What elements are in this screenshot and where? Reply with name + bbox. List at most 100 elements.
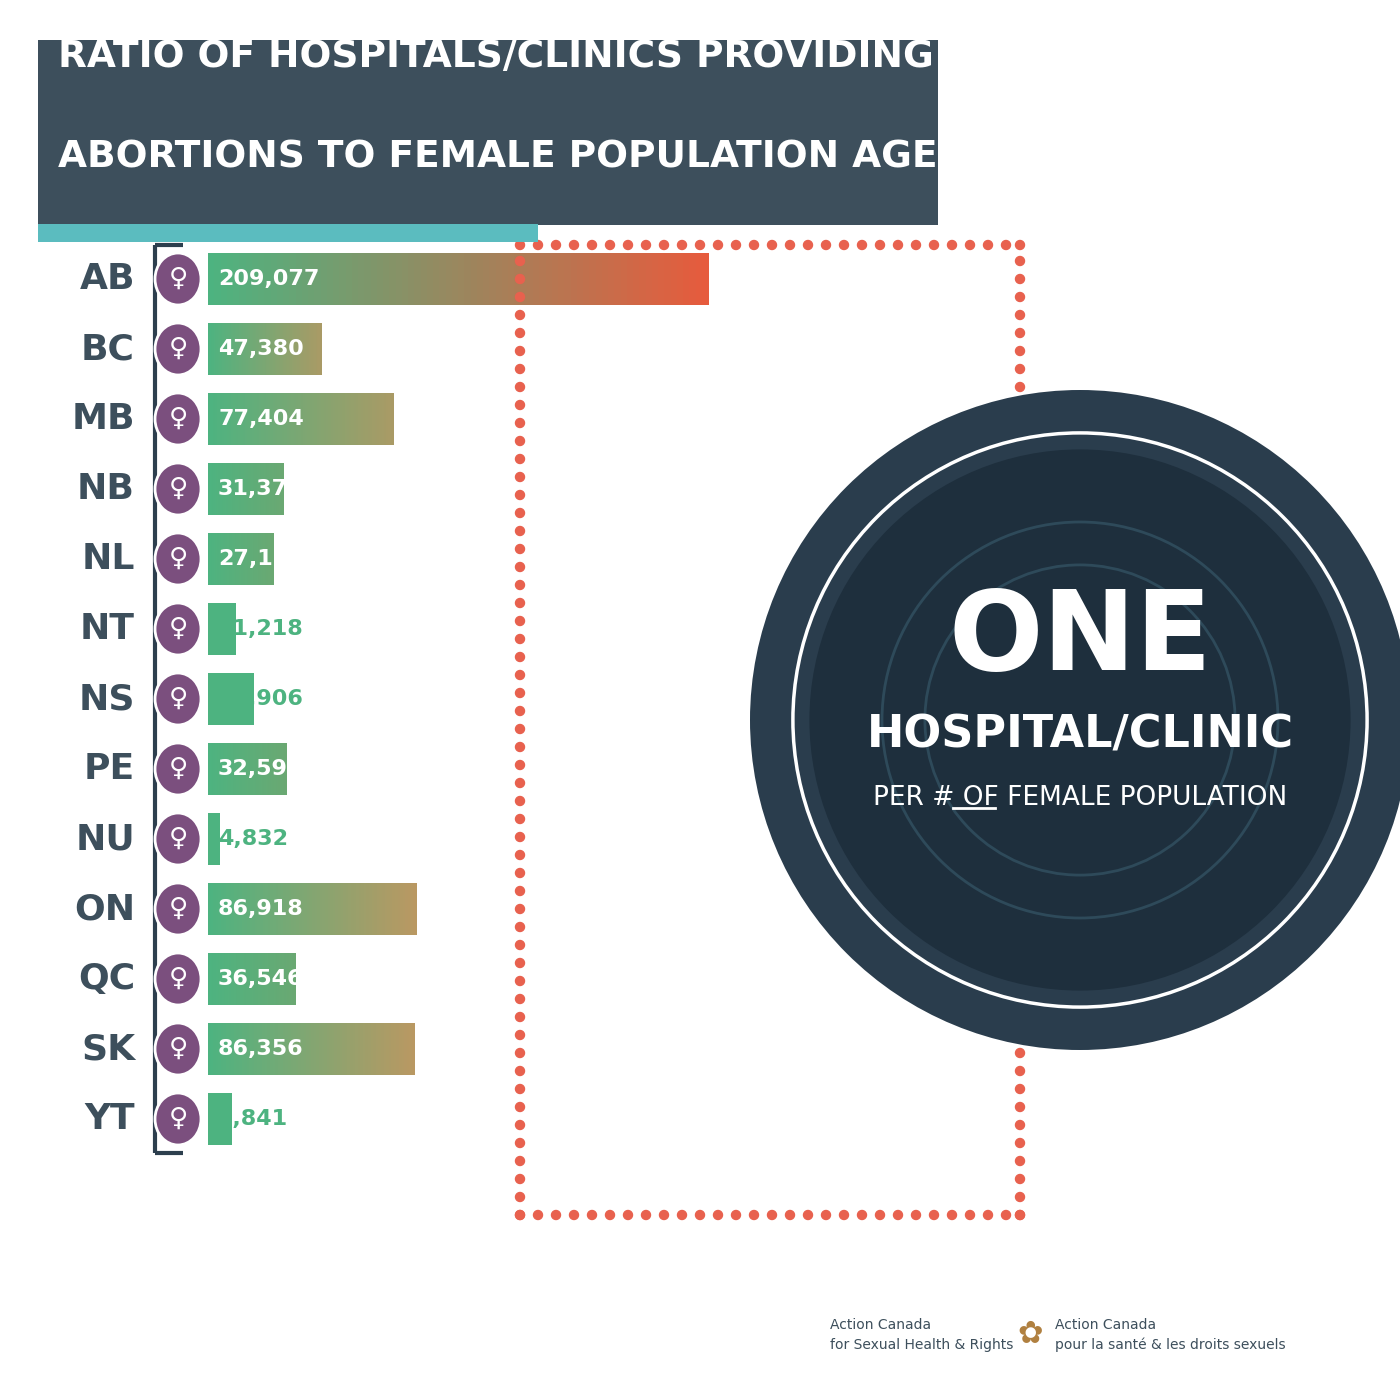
Bar (356, 393, 360, 445)
Bar (269, 393, 272, 445)
Bar (349, 883, 351, 935)
Bar (238, 323, 239, 375)
Bar (230, 533, 231, 585)
Bar (273, 1023, 276, 1075)
Bar (242, 953, 244, 1005)
Bar (496, 253, 503, 305)
Bar (218, 743, 220, 795)
Bar (420, 253, 427, 305)
Bar (378, 1023, 382, 1075)
Bar (270, 463, 272, 515)
Bar (302, 393, 307, 445)
Bar (315, 323, 318, 375)
Bar (231, 463, 234, 515)
Bar (214, 323, 216, 375)
Bar (276, 463, 279, 515)
Circle shape (515, 274, 525, 283)
Bar (333, 393, 336, 445)
Circle shape (822, 241, 830, 249)
Bar (225, 323, 227, 375)
Bar (508, 253, 515, 305)
Bar (288, 953, 290, 1005)
Bar (615, 253, 622, 305)
Circle shape (605, 1211, 615, 1219)
Bar (221, 323, 223, 375)
Circle shape (1015, 1156, 1025, 1165)
Bar (237, 463, 238, 515)
Bar (260, 323, 263, 375)
Circle shape (1015, 1085, 1025, 1093)
Bar (255, 463, 256, 515)
Circle shape (515, 256, 525, 266)
Bar (248, 743, 249, 795)
Bar (377, 883, 381, 935)
Circle shape (1015, 689, 1025, 697)
Bar (395, 253, 403, 305)
Bar (312, 883, 315, 935)
Circle shape (641, 1211, 651, 1219)
Bar (273, 323, 276, 375)
Bar (270, 1023, 273, 1075)
Text: NL: NL (81, 542, 134, 575)
Text: ♀: ♀ (168, 406, 188, 433)
Circle shape (515, 671, 525, 679)
Bar (283, 253, 290, 305)
Bar (269, 463, 270, 515)
Bar (589, 253, 596, 305)
Bar (262, 953, 263, 1005)
Bar (266, 743, 267, 795)
Bar (263, 743, 265, 795)
Bar (255, 1023, 258, 1075)
Bar (284, 953, 287, 1005)
Text: 9,841: 9,841 (218, 1109, 288, 1128)
Circle shape (1015, 599, 1025, 608)
Bar (248, 463, 251, 515)
Circle shape (1001, 241, 1011, 249)
Circle shape (515, 689, 525, 697)
Bar (258, 253, 265, 305)
Text: NU: NU (76, 822, 134, 855)
Bar (234, 953, 237, 1005)
Circle shape (515, 293, 525, 301)
Bar (234, 463, 235, 515)
Text: 86,356: 86,356 (218, 1039, 304, 1058)
Bar (361, 883, 364, 935)
Bar (363, 1023, 367, 1075)
Bar (249, 883, 253, 935)
Bar (237, 463, 239, 515)
Bar (266, 533, 267, 585)
Circle shape (515, 1211, 525, 1219)
Bar (265, 323, 267, 375)
Bar (280, 323, 283, 375)
Bar (346, 253, 353, 305)
Bar (265, 533, 266, 585)
Circle shape (515, 652, 525, 662)
Circle shape (515, 833, 525, 841)
Bar (211, 323, 213, 375)
Text: ONE: ONE (948, 587, 1212, 693)
Bar (232, 743, 234, 795)
Bar (221, 533, 223, 585)
Bar (273, 393, 276, 445)
Bar (224, 743, 227, 795)
Bar (267, 323, 270, 375)
Bar (223, 463, 224, 515)
Bar (235, 743, 237, 795)
Circle shape (750, 391, 1400, 1050)
Bar (231, 743, 234, 795)
Bar (213, 883, 217, 935)
Bar (234, 393, 237, 445)
Circle shape (1015, 725, 1025, 734)
Bar (279, 883, 281, 935)
Bar (232, 463, 234, 515)
Ellipse shape (155, 1093, 202, 1145)
Bar (209, 323, 210, 375)
Bar (214, 743, 217, 795)
Bar (539, 253, 546, 305)
Bar (671, 253, 678, 305)
Circle shape (515, 1012, 525, 1022)
Bar (286, 743, 287, 795)
Bar (227, 953, 228, 1005)
Bar (351, 393, 354, 445)
Bar (259, 323, 262, 375)
